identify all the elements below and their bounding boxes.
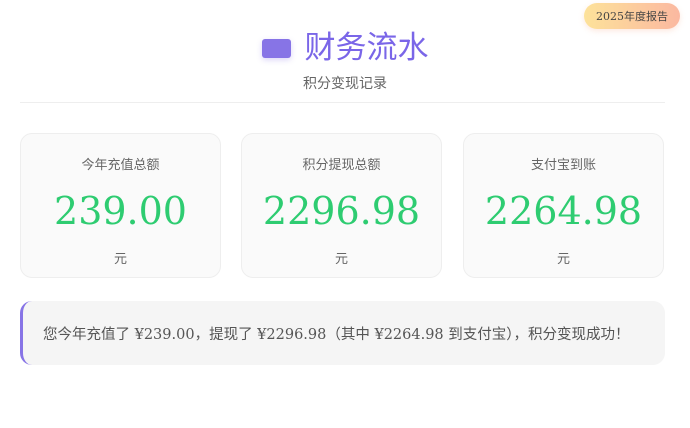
card-label: 支付宝到账 bbox=[530, 158, 596, 173]
summary-text: 您今年充值了 ¥239.00，提现了 ¥2296.98（其中 ¥2264.98 … bbox=[43, 326, 630, 343]
page-subtitle: 积分变现记录 bbox=[303, 76, 387, 92]
card-value: 239.00 bbox=[54, 189, 187, 233]
stat-card-withdraw: 积分提现总额 2296.98 元 bbox=[241, 133, 442, 278]
page-title: 财务流水 bbox=[304, 30, 429, 66]
summary-banner: 您今年充值了 ¥239.00，提现了 ¥2296.98（其中 ¥2264.98 … bbox=[20, 301, 665, 365]
card-value: 2296.98 bbox=[262, 189, 421, 233]
card-label: 积分提现总额 bbox=[302, 158, 381, 173]
year-report-badge: 2025年度报告 bbox=[584, 3, 680, 29]
stat-card-alipay: 支付宝到账 2264.98 元 bbox=[463, 133, 664, 278]
stat-card-recharge: 今年充值总额 239.00 元 bbox=[20, 133, 221, 278]
divider bbox=[20, 102, 665, 103]
purple-rectangle-icon bbox=[261, 39, 291, 58]
page-header: 财务流水 积分变现记录 bbox=[0, 22, 690, 93]
card-value: 2264.98 bbox=[484, 189, 643, 233]
card-label: 今年充值总额 bbox=[81, 158, 160, 173]
card-unit: 元 bbox=[113, 252, 127, 267]
card-unit: 元 bbox=[556, 252, 570, 267]
card-unit: 元 bbox=[334, 252, 348, 267]
